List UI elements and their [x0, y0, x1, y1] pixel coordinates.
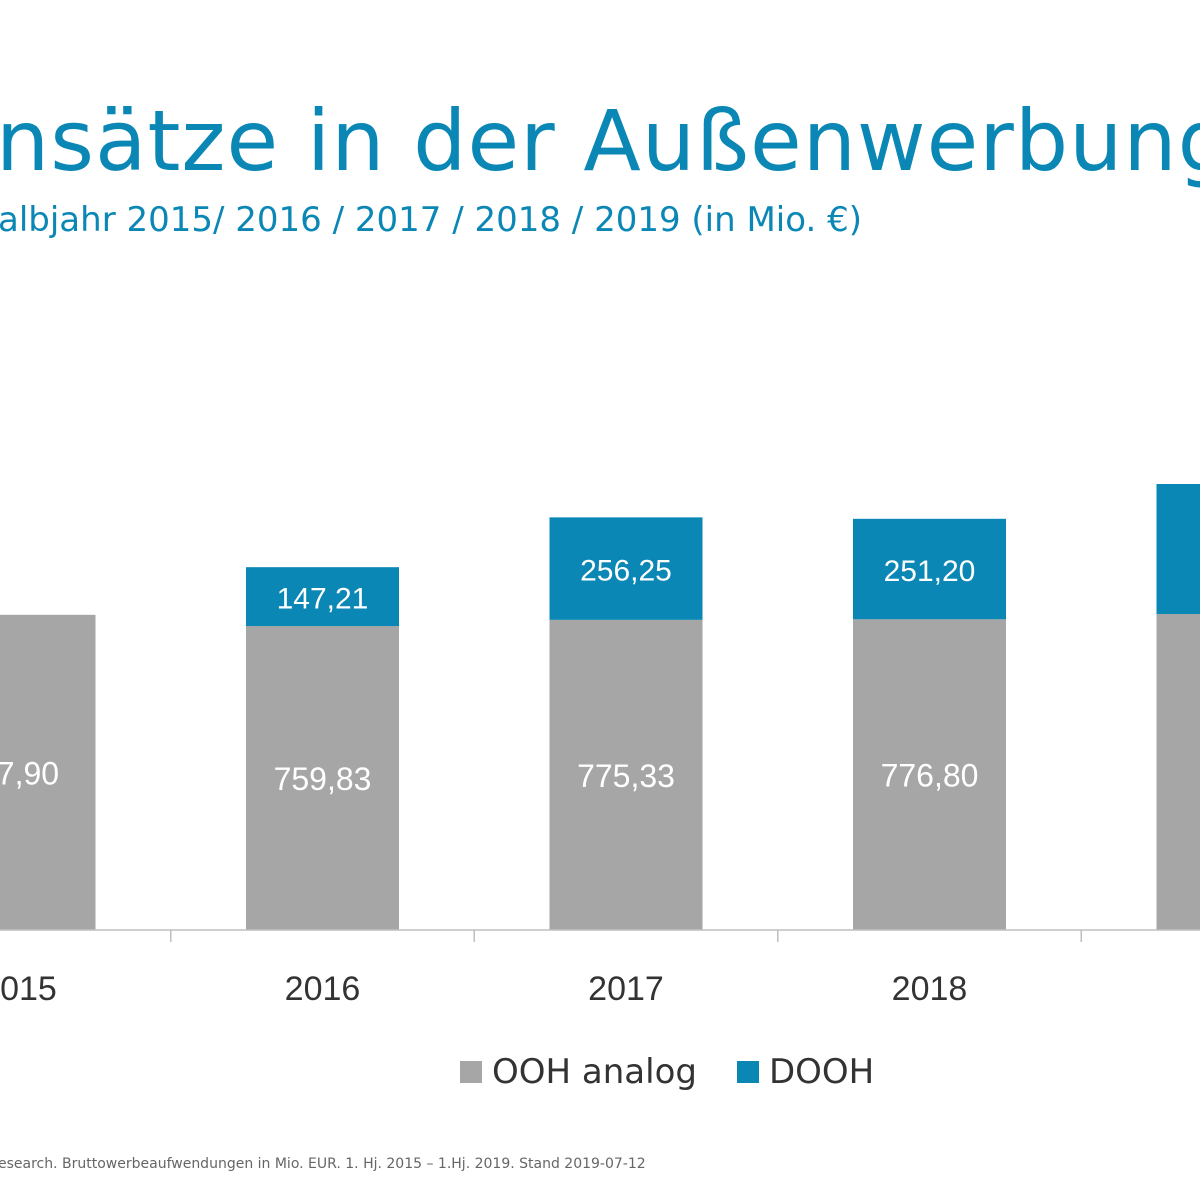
- bar-analog-2015: [0, 614, 96, 930]
- legend-label-dooh: DOOH: [768, 1052, 875, 1092]
- value-label-analog-2017: 775,33: [577, 758, 675, 794]
- x-tick-label-2016: 2016: [285, 970, 361, 1008]
- value-label-analog-2016: 759,83: [274, 761, 372, 797]
- bar-dooh-2017: [549, 517, 703, 620]
- bar-dooh-2019: [1156, 484, 1200, 614]
- value-label-analog-2015: 37,90: [0, 755, 59, 791]
- bar-dooh-2016: [246, 567, 399, 627]
- legend-item-analog: OOH analog: [460, 1052, 697, 1092]
- stacked-bar-chart: 37,90 759,83 147,21 775,33 256,25 776,80 251,2…: [0, 484, 1200, 1008]
- chart-legend: OOH analog DOOH: [460, 1052, 914, 1092]
- value-label-dooh-2017: 256,25: [580, 555, 672, 588]
- source-note: esearch. Bruttowerbeaufwendungen in Mio.…: [0, 1156, 646, 1172]
- value-label-dooh-2016: 147,21: [277, 583, 369, 616]
- x-tick-label-2017: 2017: [588, 970, 664, 1008]
- legend-label-analog: OOH analog: [492, 1052, 697, 1092]
- bar-analog-2017: [549, 619, 703, 930]
- bar-analog-2019: [1156, 614, 1200, 930]
- value-label-analog-2018: 776,80: [881, 758, 979, 794]
- x-tick-label-2015: 2015: [0, 970, 57, 1008]
- legend-swatch-analog: [460, 1061, 482, 1083]
- x-tick-label-2018: 2018: [892, 970, 968, 1008]
- bar-dooh-2018: [853, 518, 1006, 620]
- bar-analog-2016: [246, 626, 399, 930]
- bar-analog-2018: [853, 619, 1006, 930]
- legend-swatch-dooh: [736, 1061, 759, 1083]
- chart-title: nsätze in der Außenwerbung: [0, 92, 1200, 190]
- chart-subtitle: albjahr 2015/ 2016 / 2017 / 2018 / 2019 …: [0, 200, 862, 240]
- value-label-dooh-2018: 251,20: [884, 555, 976, 588]
- legend-item-dooh: DOOH: [736, 1052, 875, 1092]
